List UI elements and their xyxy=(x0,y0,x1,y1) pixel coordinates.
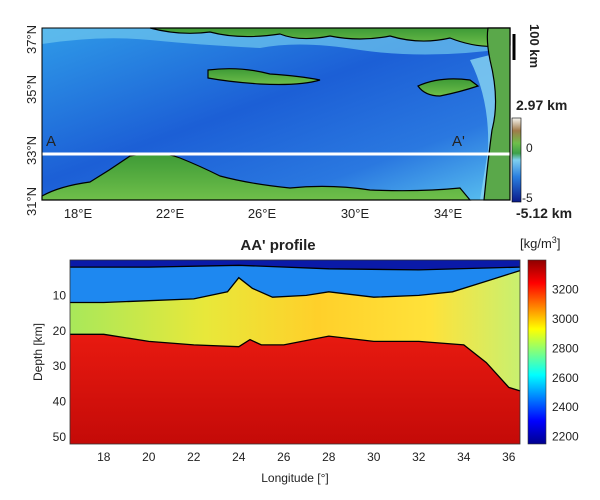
x-tick-30: 30 xyxy=(367,450,381,464)
profile-x-ticks: 18 20 22 24 26 28 30 32 34 36 xyxy=(97,450,516,464)
cbar-tick-2600: 2600 xyxy=(552,371,579,385)
map-lat-labels: 37°N 35°N 33°N 31°N xyxy=(24,25,39,216)
cbar-tick-3000: 3000 xyxy=(552,312,579,326)
lon-label-26e: 26°E xyxy=(248,206,277,221)
section-start-label: A xyxy=(46,133,56,150)
profile-chart: AA' profile 18 20 22 24 26 28 30 32 34 3… xyxy=(31,235,579,485)
map-colorbar-ramp xyxy=(511,117,522,203)
layer-top xyxy=(70,260,520,270)
x-tick-18: 18 xyxy=(97,450,111,464)
cbar-tick-2200: 2200 xyxy=(552,430,579,444)
profile-frame xyxy=(69,259,521,445)
lon-label-22e: 22°E xyxy=(156,206,185,221)
x-tick-32: 32 xyxy=(412,450,426,464)
landmass-cyprus xyxy=(417,78,480,97)
profile-ylabel: Depth [km] xyxy=(31,323,45,381)
x-tick-28: 28 xyxy=(322,450,336,464)
boundary-top xyxy=(70,264,521,271)
scale-bar: 100 km xyxy=(512,24,542,68)
y-tick-10: 10 xyxy=(53,288,67,302)
x-tick-20: 20 xyxy=(142,450,156,464)
profile-title: AA' profile xyxy=(240,237,315,254)
bathymetry-map: A A' 37°N 35°N 33°N 31°N 18°E 22°E 26°E … xyxy=(24,24,572,221)
landmass-east xyxy=(483,27,511,201)
lat-label-37n: 37°N xyxy=(24,25,39,54)
y-tick-40: 40 xyxy=(53,395,67,409)
map-frame xyxy=(41,27,511,201)
cbar-tick-3200: 3200 xyxy=(552,282,579,296)
profile-xlabel: Longitude [°] xyxy=(261,471,329,485)
profile-y-ticks: 10 20 30 40 50 xyxy=(53,288,67,444)
unit-prefix: [kg/m xyxy=(520,236,552,251)
x-tick-34: 34 xyxy=(457,450,471,464)
landmass-north xyxy=(149,27,511,48)
profile-colorbar-ramp xyxy=(527,259,547,445)
y-tick-30: 30 xyxy=(53,359,67,373)
cbar-tick-2800: 2800 xyxy=(552,341,579,355)
unit-sup: 3 xyxy=(552,235,557,245)
map-lon-labels: 18°E 22°E 26°E 30°E 34°E xyxy=(64,206,463,221)
section-end-label: A' xyxy=(452,133,465,150)
scale-bar-label: 100 km xyxy=(527,24,542,68)
x-tick-36: 36 xyxy=(502,450,516,464)
map-colorbar: 2.97 km 0 -5 -5.12 km xyxy=(511,97,572,221)
lat-label-35n: 35°N xyxy=(24,75,39,104)
lat-label-31n: 31°N xyxy=(24,187,39,216)
map-colorbar-max: 2.97 km xyxy=(516,97,567,113)
landmass-south xyxy=(41,152,472,201)
lon-label-34e: 34°E xyxy=(434,206,463,221)
profile-colorbar-ticks: 3200 3000 2800 2600 2400 2200 xyxy=(552,282,579,443)
landmass-crete xyxy=(207,68,321,86)
profile-layers xyxy=(70,260,520,444)
lon-label-30e: 30°E xyxy=(341,206,370,221)
lat-label-33n: 33°N xyxy=(24,136,39,165)
unit-suffix: ] xyxy=(557,236,561,251)
x-tick-26: 26 xyxy=(277,450,291,464)
boundary-upper xyxy=(70,269,521,304)
profile-colorbar: [kg/m3] 3200 3000 2800 2600 2400 2200 xyxy=(520,235,579,445)
map-colorbar-tick-0: 0 xyxy=(526,141,533,155)
y-tick-20: 20 xyxy=(53,324,67,338)
x-tick-24: 24 xyxy=(232,450,246,464)
y-tick-50: 50 xyxy=(53,430,67,444)
x-tick-22: 22 xyxy=(187,450,201,464)
layer-upper xyxy=(70,265,520,303)
profile-colorbar-unit: [kg/m3] xyxy=(520,235,560,251)
profile-boundaries xyxy=(70,264,521,392)
lon-label-18e: 18°E xyxy=(64,206,93,221)
layer-deep xyxy=(70,334,520,444)
cbar-tick-2400: 2400 xyxy=(552,400,579,414)
boundary-middle xyxy=(70,333,521,392)
layer-middle xyxy=(70,270,520,391)
map-colorbar-tick-neg5: -5 xyxy=(522,191,533,205)
map-colorbar-min: -5.12 km xyxy=(516,205,572,221)
